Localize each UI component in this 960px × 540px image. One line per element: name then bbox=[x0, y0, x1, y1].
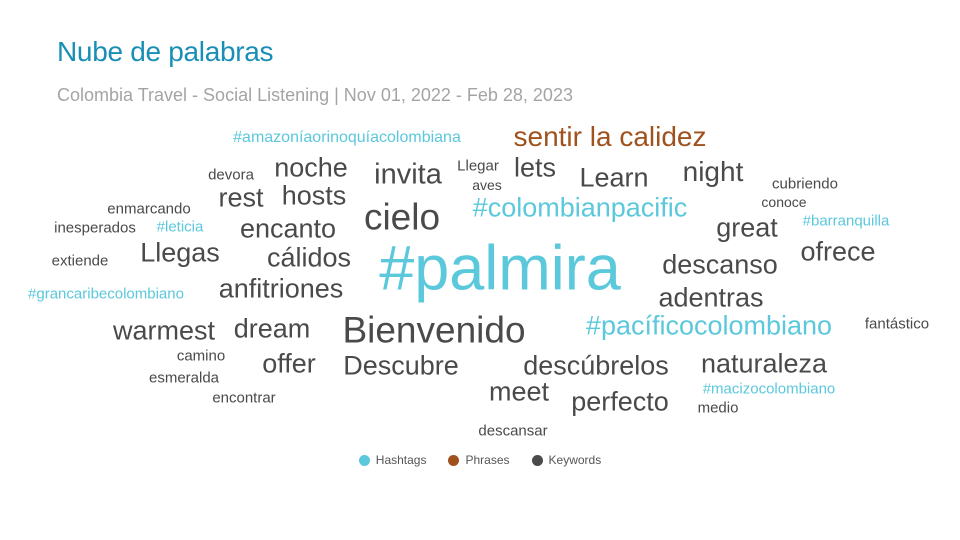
word-keywords: inesperados bbox=[54, 219, 136, 237]
word-keywords: extiende bbox=[51, 252, 109, 270]
legend-item-hashtags[interactable]: Hashtags bbox=[358, 453, 427, 467]
word-hashtags: #amazoníaorinoquíacolombiana bbox=[233, 129, 461, 146]
word-keywords: cielo bbox=[363, 196, 441, 238]
word-keywords: Descubre bbox=[343, 350, 459, 381]
legend-dot-icon bbox=[531, 454, 543, 466]
word-hashtags: #grancaribecolombiano bbox=[28, 285, 184, 303]
word-keywords: night bbox=[682, 156, 744, 187]
word-keywords: cubriendo bbox=[772, 175, 838, 193]
word-keywords: great bbox=[716, 212, 778, 243]
word-hashtags: #pacíficocolombiano bbox=[585, 310, 833, 341]
word-keywords: descúbrelos bbox=[523, 350, 669, 381]
word-keywords: devora bbox=[208, 166, 254, 184]
legend-dot-icon bbox=[358, 454, 370, 466]
word-keywords: noche bbox=[274, 152, 348, 183]
word-keywords: adentras bbox=[658, 282, 764, 313]
chart-legend: Hashtags Phrases Keywords bbox=[0, 453, 960, 467]
chart-title: Nube de palabras bbox=[57, 36, 274, 67]
word-keywords: esmeralda bbox=[148, 369, 220, 387]
word-keywords: hosts bbox=[281, 180, 347, 211]
word-hashtags: #leticia bbox=[156, 218, 204, 236]
word-keywords: encontrar bbox=[212, 389, 276, 407]
word-keywords: descanso bbox=[662, 249, 778, 280]
word-keywords: rest bbox=[218, 182, 264, 213]
word-keywords: aves bbox=[472, 177, 502, 193]
word-keywords: anfitriones bbox=[218, 273, 344, 304]
word-keywords: lets bbox=[513, 152, 557, 183]
legend-dot-icon bbox=[448, 454, 460, 466]
word-keywords: meet bbox=[488, 376, 550, 407]
word-hashtags: #colombianpacific bbox=[472, 192, 688, 223]
word-keywords: cálidos bbox=[266, 242, 352, 273]
word-hashtags: #macizocolombiano bbox=[702, 380, 836, 398]
word-keywords: conoce bbox=[761, 194, 807, 210]
legend-label: Keywords bbox=[548, 453, 602, 467]
word-keywords: medio bbox=[697, 399, 739, 417]
word-keywords: camino bbox=[176, 347, 226, 365]
word-keywords: fantástico bbox=[864, 315, 930, 333]
word-keywords: encanto bbox=[239, 213, 337, 244]
legend-label: Phrases bbox=[465, 453, 510, 467]
word-keywords: Learn bbox=[579, 162, 649, 193]
word-hashtags: #barranquilla bbox=[802, 212, 890, 230]
word-keywords: Llegar bbox=[457, 157, 499, 175]
word-phrases: sentir la calidez bbox=[513, 121, 707, 152]
word-keywords: dream bbox=[233, 313, 311, 344]
legend-item-keywords[interactable]: Keywords bbox=[531, 453, 602, 467]
word-keywords: Llegas bbox=[140, 237, 220, 268]
chart-subtitle: Colombia Travel - Social Listening | Nov… bbox=[57, 85, 573, 105]
word-keywords: offer bbox=[262, 348, 316, 379]
word-keywords: naturaleza bbox=[700, 348, 828, 379]
word-keywords: warmest bbox=[112, 315, 216, 346]
legend-item-phrases[interactable]: Phrases bbox=[448, 453, 510, 467]
word-keywords: descansar bbox=[478, 422, 548, 440]
legend-label: Hashtags bbox=[375, 453, 427, 467]
word-keywords: Bienvenido bbox=[342, 309, 526, 351]
word-hashtags: #palmira bbox=[379, 233, 621, 304]
word-keywords: enmarcando bbox=[107, 200, 191, 218]
word-keywords: perfecto bbox=[571, 386, 669, 417]
word-keywords: invita bbox=[374, 158, 442, 191]
word-keywords: ofrece bbox=[800, 236, 876, 267]
